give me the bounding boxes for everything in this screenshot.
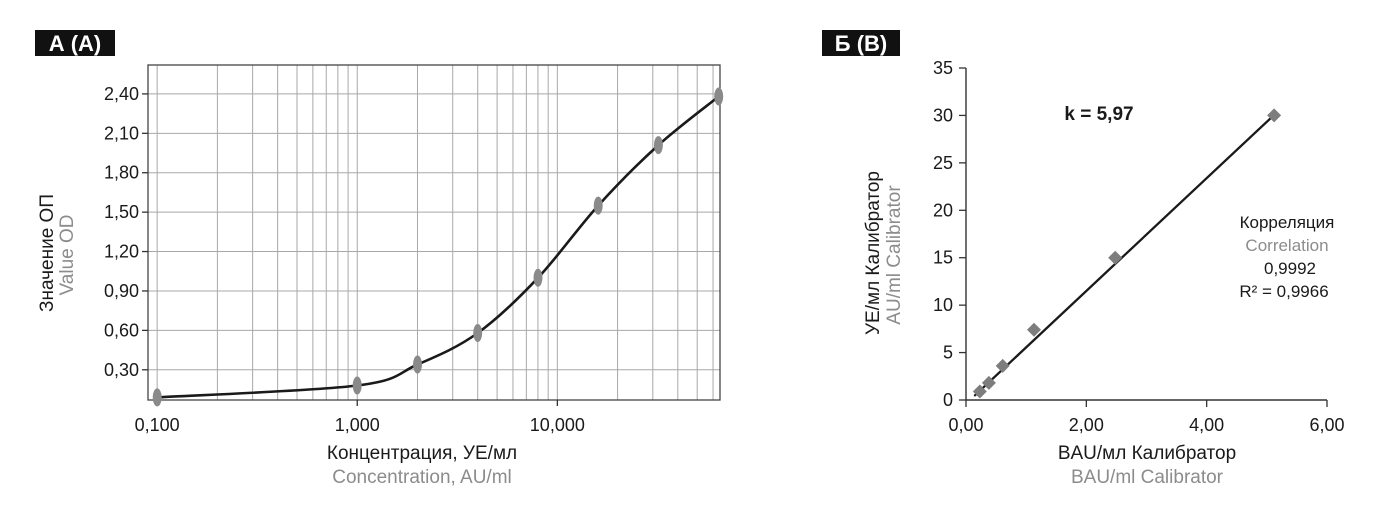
panel-b-data-point — [995, 358, 1010, 373]
panel-b-data-point — [981, 375, 996, 390]
panel-b-tick-labels: 0 5 10 15 20 25 30 35 0,00 2,00 4,00 6,00 — [933, 58, 1345, 435]
panel-b-data-point — [1108, 250, 1123, 265]
panel-a-x-axis-title: Концентрация, УЕ/мл — [327, 443, 517, 464]
panel-a-y-tick-label: 1,50 — [104, 202, 139, 222]
panel-b-y-axis-title-en: AU/ml Calibrator — [884, 185, 905, 325]
panel-a-data-point — [653, 136, 663, 155]
panel-a: А (A) 0,300,600,901,201,501,802,102,400,… — [35, 30, 724, 488]
panel-a-plot-frame — [147, 64, 721, 401]
panel-b-slope-annotation: k = 5,97 — [1064, 104, 1133, 125]
panel-a-x-axis-title-en: Concentration, AU/ml — [332, 467, 512, 488]
panel-b-y-tick-label: 10 — [933, 295, 953, 315]
panel-a-y-tick-label: 0,30 — [104, 360, 139, 380]
panel-a-data-point — [533, 268, 543, 287]
panel-a-y-axis-title: Значение ОП — [37, 194, 58, 312]
panel-b-correlation-label: Корреляция — [1240, 213, 1335, 232]
panel-a-x-tick-label: 0,100 — [135, 415, 180, 435]
panel-a-y-tick-label: 2,10 — [104, 123, 139, 143]
panel-a-data-point — [593, 196, 603, 215]
panel-b-y-axis-title: УЕ/мл Калибратор — [863, 171, 884, 335]
panel-a-y-tick-label: 0,90 — [104, 281, 139, 301]
panel-b-ticks — [959, 67, 1328, 407]
panel-b-x-tick-label: 6,00 — [1309, 415, 1344, 435]
panel-a-data-point — [473, 324, 483, 342]
panel-b-correlation-value: 0,9992 — [1264, 259, 1316, 278]
panel-a-tick-labels: 0,30 0,60 0,90 1,20 1,50 1,80 2,10 2,40 0,100 1,0… — [104, 84, 585, 435]
panel-b-regression-line — [973, 116, 1273, 397]
panel-a-data-points — [152, 87, 724, 407]
panel-a-y-tick-label: 0,60 — [104, 320, 139, 340]
panel-b-y-tick-label: 25 — [933, 153, 953, 173]
panel-b-x-tick-label: 2,00 — [1069, 415, 1104, 435]
panel-a-data-point — [413, 355, 422, 374]
panel-a-data-point — [714, 87, 724, 106]
panel-b-y-tick-label: 30 — [933, 105, 953, 125]
panel-a-x-tick-label: 1,000 — [335, 415, 380, 435]
panel-b: Б (B) 0 5 10 15 20 25 30 35 0,00 2,00 4,00 6,00 k =… — [822, 30, 1345, 488]
panel-b-y-tick-label: 20 — [933, 200, 953, 220]
panel-a-data-point — [152, 388, 162, 407]
panel-b-label: Б (B) — [835, 31, 887, 56]
panel-b-data-point — [972, 384, 987, 399]
panel-a-x-tick-label: 10,000 — [530, 415, 585, 435]
panel-a-y-tick-label: 1,20 — [104, 242, 139, 262]
panel-b-x-tick-label: 4,00 — [1189, 415, 1224, 435]
panel-b-y-tick-label: 5 — [943, 343, 953, 363]
panel-b-data-point — [1267, 108, 1282, 123]
panel-a-data-point — [352, 376, 362, 395]
panel-a-y-tick-label: 2,40 — [104, 84, 139, 104]
panel-a-label-box — [35, 30, 115, 56]
panel-b-data-points — [972, 108, 1282, 399]
panel-b-y-tick-label: 15 — [933, 248, 953, 268]
panel-b-y-tick-label: 0 — [943, 390, 953, 410]
panel-b-correlation-label-en: Correlation — [1245, 236, 1328, 255]
panel-a-y-axis-title-en: Value OD — [57, 215, 78, 296]
panel-b-x-axis-title-en: BAU/ml Calibrator — [1071, 467, 1224, 488]
panel-b-r-squared: R² = 0,9966 — [1239, 282, 1328, 301]
panel-b-y-tick-label: 35 — [933, 58, 953, 78]
panel-a-fit-curve — [155, 95, 720, 399]
panel-b-data-point — [1027, 322, 1041, 337]
panel-b-x-tick-label: 0,00 — [948, 415, 983, 435]
panel-a-y-tick-label: 1,80 — [104, 163, 139, 183]
panel-a-label: А (A) — [49, 31, 102, 56]
panel-b-label-box — [822, 30, 900, 56]
panel-a-gridlines — [148, 65, 720, 400]
panel-b-x-axis-title: BAU/мл Калибратор — [1058, 443, 1236, 464]
panel-a-ticks — [142, 93, 558, 406]
